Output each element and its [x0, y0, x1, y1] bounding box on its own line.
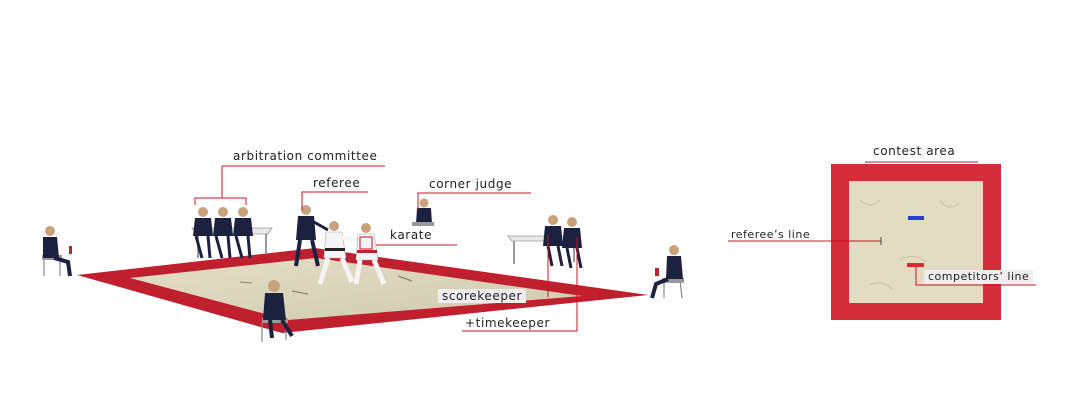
- scorekeeper-official: [543, 215, 564, 267]
- timekeeper-leader: [462, 237, 578, 332]
- timekeeper-official: [562, 217, 583, 269]
- competitors-line-leader: [915, 267, 1036, 286]
- arbitration-committee-bracket: [194, 197, 247, 205]
- perspective-mat: [77, 248, 648, 333]
- competitors-line-mark: [907, 263, 924, 267]
- mat-mark: [239, 281, 253, 284]
- label-arbitration-committee: arbitration committee: [233, 149, 378, 163]
- label-referee: referee: [313, 176, 361, 190]
- committee-member: [193, 207, 213, 259]
- left-corner-judge-figure: [42, 226, 72, 277]
- contest-area-plan: [728, 161, 1036, 320]
- right-corner-judge-figure: [650, 245, 684, 299]
- label-scorekeeper: scorekeeper: [438, 289, 527, 303]
- mat-contest-area: [130, 258, 582, 320]
- karate-marker: [359, 236, 373, 250]
- front-corner-judge-figure: [261, 280, 294, 342]
- scorekeeper-table-group: [507, 215, 583, 269]
- label-corner-judge: corner judge: [429, 177, 513, 191]
- leader-lines: [194, 165, 578, 332]
- label-contest-area: contest area: [873, 144, 956, 158]
- label-timekeeper: +timekeeper: [465, 316, 550, 330]
- referee-leader: [301, 191, 368, 210]
- referees-line-mark: [908, 216, 924, 220]
- mat-mark: [397, 275, 413, 282]
- committee-member: [233, 207, 253, 259]
- referee-figure: [294, 205, 329, 267]
- arbitration-committee-group: [191, 207, 273, 259]
- back-corner-judge-figure: [412, 198, 434, 226]
- label-referees-line: referee’s line: [731, 228, 811, 241]
- label-competitors-line: competitors’ line: [924, 270, 1034, 284]
- mat-mark: [291, 290, 309, 295]
- competitor-figure: [317, 221, 359, 285]
- corner-judge-leader: [417, 192, 531, 210]
- label-karate: karate: [390, 228, 433, 242]
- committee-member: [213, 207, 233, 259]
